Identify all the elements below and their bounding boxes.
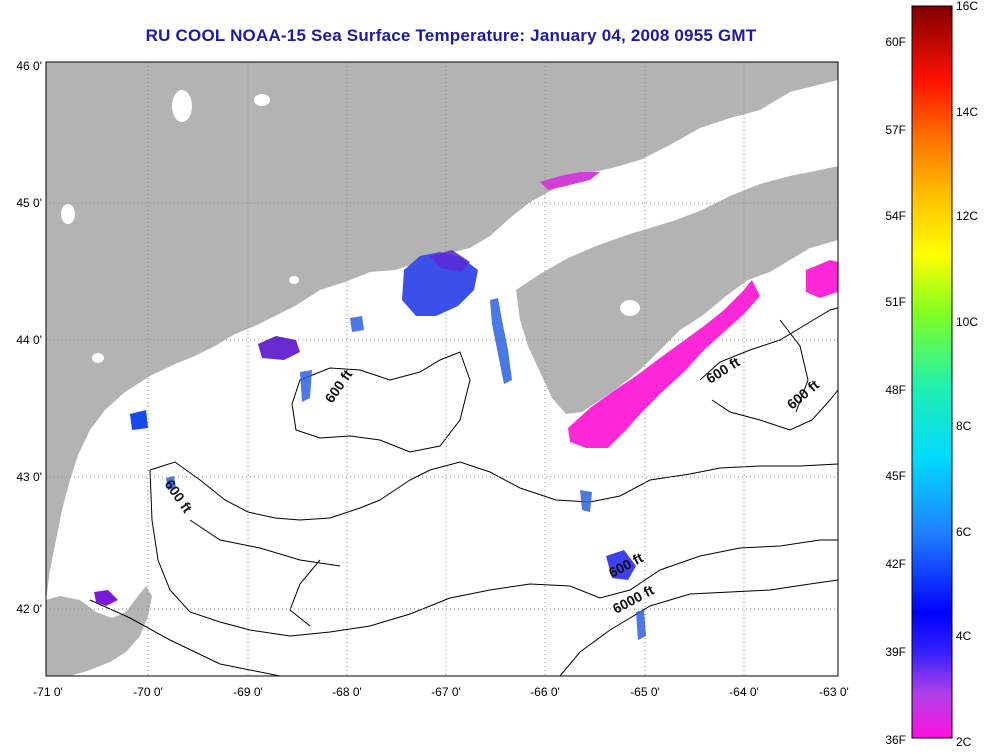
lon-tick-label: -64 0' bbox=[729, 685, 759, 699]
fahrenheit-label: 36F bbox=[885, 733, 906, 747]
lon-tick-label: -69 0' bbox=[233, 685, 263, 699]
land-maine-coast bbox=[46, 62, 838, 600]
fahrenheit-label: 51F bbox=[885, 295, 906, 309]
map-frame bbox=[45, 61, 839, 677]
colorbar-gradient bbox=[911, 5, 953, 739]
celsius-label: 16C bbox=[956, 0, 978, 13]
sst-northeast-strip bbox=[540, 172, 600, 190]
colorbar-celsius-labels: 16C 14C 12C 10C 8C 6C 4C 2C bbox=[956, 0, 978, 749]
sst-gulf-maine-cool-2 bbox=[430, 250, 470, 272]
celsius-label: 8C bbox=[956, 419, 972, 433]
sst-patches bbox=[94, 172, 838, 640]
latitude-axis: 46 0' 45 0' 44 0' 43 0' 42 0' bbox=[16, 59, 42, 616]
sst-cape-cod-patch bbox=[94, 590, 118, 606]
celsius-label: 6C bbox=[956, 525, 972, 539]
inland-lakes bbox=[61, 90, 640, 363]
sst-coastal-patch bbox=[130, 410, 148, 430]
map-title: RU COOL NOAA-15 Sea Surface Temperature:… bbox=[145, 26, 757, 45]
celsius-label: 2C bbox=[956, 735, 972, 749]
lon-tick-label: -67 0' bbox=[431, 685, 461, 699]
lon-tick-label: -71 0' bbox=[33, 685, 63, 699]
lon-tick-label: -63 0' bbox=[819, 685, 849, 699]
fahrenheit-label: 48F bbox=[885, 383, 906, 397]
lat-tick-label: 44 0' bbox=[16, 333, 42, 347]
fahrenheit-label: 42F bbox=[885, 557, 906, 571]
lat-tick-label: 46 0' bbox=[16, 59, 42, 73]
sst-cape-sable-warm bbox=[806, 260, 838, 298]
lon-tick-label: -65 0' bbox=[630, 685, 660, 699]
land-cape-cod bbox=[46, 586, 152, 676]
celsius-label: 12C bbox=[956, 209, 978, 223]
sst-penobscot-cool bbox=[258, 336, 300, 360]
fahrenheit-label: 39F bbox=[885, 645, 906, 659]
lat-tick-label: 43 0' bbox=[16, 470, 42, 484]
colorbar: 16C 14C 12C 10C 8C 6C 4C 2C 60F 57F 54F … bbox=[885, 0, 978, 749]
land-nova-scotia bbox=[516, 166, 838, 414]
sst-scotian-shelf-warm bbox=[568, 280, 760, 448]
colorbar-fahrenheit-labels: 60F 57F 54F 51F 48F 45F 42F 39F 36F bbox=[885, 35, 906, 747]
fahrenheit-label: 57F bbox=[885, 123, 906, 137]
depth-contours bbox=[89, 307, 838, 676]
lon-tick-label: -66 0' bbox=[530, 685, 560, 699]
map-panel: 600 ft 600 ft 600 ft 600 ft 600 ft 6000 … bbox=[46, 62, 838, 676]
longitude-axis: -71 0' -70 0' -69 0' -68 0' -67 0' -66 0… bbox=[33, 685, 849, 699]
celsius-label: 10C bbox=[956, 315, 978, 329]
lon-tick-label: -70 0' bbox=[133, 685, 163, 699]
celsius-label: 14C bbox=[956, 105, 978, 119]
lat-tick-label: 42 0' bbox=[16, 602, 42, 616]
celsius-label: 4C bbox=[956, 629, 972, 643]
fahrenheit-label: 54F bbox=[885, 209, 906, 223]
sst-georges-patch bbox=[606, 550, 636, 580]
lat-tick-label: 45 0' bbox=[16, 196, 42, 210]
fahrenheit-label: 45F bbox=[885, 469, 906, 483]
bay-of-fundy bbox=[500, 148, 790, 270]
fahrenheit-label: 60F bbox=[885, 35, 906, 49]
lon-tick-label: -68 0' bbox=[332, 685, 362, 699]
